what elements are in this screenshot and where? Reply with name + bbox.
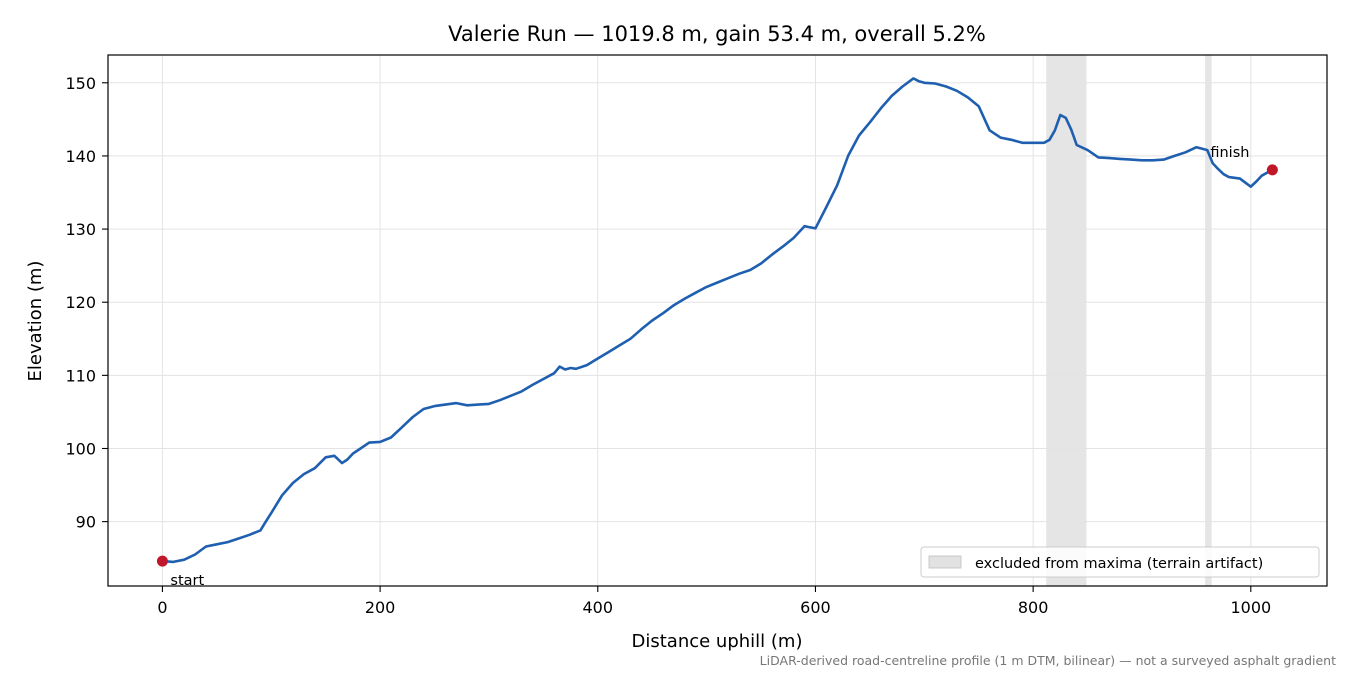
- finish-label: finish: [1210, 145, 1249, 161]
- x-tick-label: 600: [800, 598, 831, 617]
- y-tick-label: 130: [65, 220, 96, 239]
- plot-frame: [107, 54, 1328, 587]
- x-axis-label: Distance uphill (m): [632, 631, 803, 652]
- x-tick-label: 200: [365, 598, 396, 617]
- y-tick-label: 140: [65, 147, 96, 166]
- excluded-bands: [1046, 55, 1212, 586]
- axes: 0 200 400 600 800 1000 90 100 110 120 130 140 150: [65, 54, 1328, 617]
- footnote: LiDAR-derived road-centreline profile (1…: [760, 653, 1336, 668]
- y-tick-label: 100: [65, 439, 96, 458]
- y-tick-label: 120: [65, 293, 96, 312]
- excluded-band-1: [1205, 55, 1212, 586]
- start-marker: [156, 555, 168, 567]
- elevation-line: [162, 77, 1274, 564]
- plot-area: start finish: [156, 77, 1278, 589]
- chart-title: Valerie Run — 1019.8 m, gain 53.4 m, ove…: [448, 22, 986, 46]
- y-axis-label: Elevation (m): [25, 261, 46, 382]
- legend: excluded from maxima (terrain artifact): [920, 546, 1320, 578]
- y-tick-label: 150: [65, 74, 96, 93]
- excluded-band-0: [1046, 55, 1087, 586]
- start-label: start: [170, 573, 204, 589]
- x-tick-label: 400: [583, 598, 614, 617]
- y-tick-label: 90: [76, 513, 96, 532]
- x-tick-label: 800: [1018, 598, 1049, 617]
- legend-box: [920, 546, 1320, 578]
- x-tick-label: 0: [157, 598, 167, 617]
- legend-label: excluded from maxima (terrain artifact): [975, 556, 1263, 572]
- gridlines: [108, 55, 1327, 586]
- finish-marker: [1266, 164, 1278, 176]
- legend-swatch: [928, 555, 962, 569]
- y-tick-label: 110: [65, 366, 96, 385]
- x-tick-label: 1000: [1230, 598, 1271, 617]
